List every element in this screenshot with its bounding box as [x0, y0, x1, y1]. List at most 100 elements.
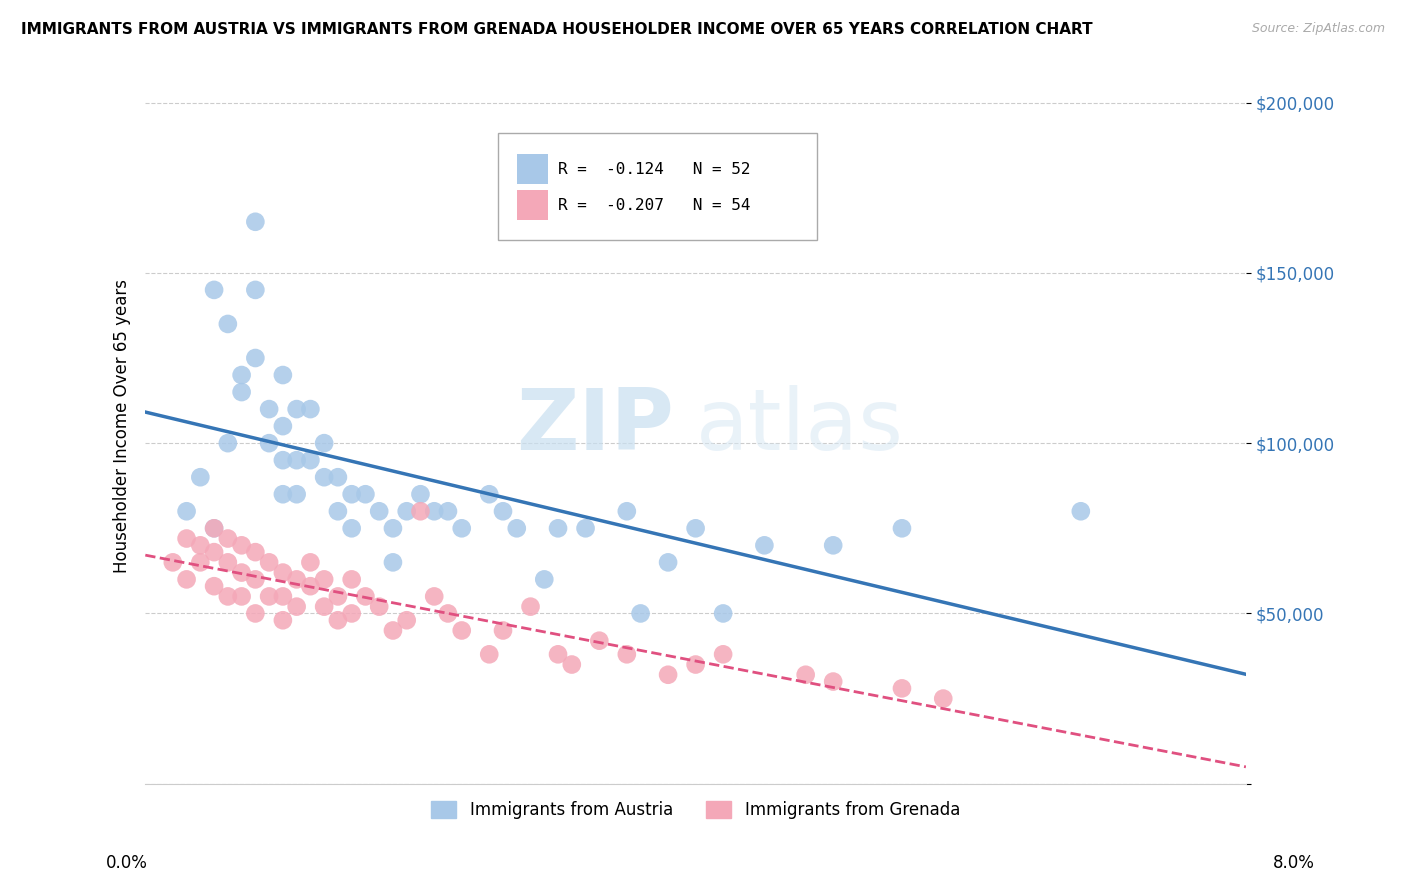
Point	[354, 590, 377, 604]
Point	[271, 453, 294, 467]
Point	[519, 599, 541, 614]
Point	[285, 573, 308, 587]
Point	[257, 555, 280, 569]
Point	[299, 555, 322, 569]
Point	[188, 470, 211, 484]
Point	[285, 402, 308, 417]
Point	[381, 624, 404, 638]
Point	[271, 368, 294, 382]
Point	[231, 538, 253, 552]
Point	[245, 607, 267, 621]
Point	[657, 555, 679, 569]
Point	[314, 599, 336, 614]
Point	[823, 674, 845, 689]
Point	[381, 555, 404, 569]
Text: Source: ZipAtlas.com: Source: ZipAtlas.com	[1251, 22, 1385, 36]
Point	[478, 648, 501, 662]
Point	[202, 579, 225, 593]
Point	[231, 590, 253, 604]
Point	[162, 555, 184, 569]
Point	[257, 436, 280, 450]
Point	[285, 487, 308, 501]
Point	[271, 487, 294, 501]
Point	[245, 545, 267, 559]
Point	[299, 453, 322, 467]
Point	[891, 521, 914, 535]
Point	[368, 504, 391, 518]
Point	[176, 532, 198, 546]
Point	[188, 555, 211, 569]
Point	[299, 579, 322, 593]
Point	[437, 607, 460, 621]
Point	[217, 317, 239, 331]
Point	[478, 487, 501, 501]
Point	[685, 657, 707, 672]
Point	[257, 402, 280, 417]
Point	[202, 521, 225, 535]
Point	[202, 521, 225, 535]
Point	[711, 607, 734, 621]
Text: 0.0%: 0.0%	[105, 855, 148, 872]
Point	[409, 504, 432, 518]
Point	[891, 681, 914, 696]
Point	[340, 521, 363, 535]
Point	[547, 648, 569, 662]
Point	[340, 607, 363, 621]
Point	[326, 470, 349, 484]
Point	[533, 573, 555, 587]
Point	[492, 624, 515, 638]
Point	[285, 453, 308, 467]
Point	[616, 504, 638, 518]
Point	[1070, 504, 1092, 518]
Point	[932, 691, 955, 706]
Point	[616, 648, 638, 662]
Point	[395, 504, 418, 518]
Point	[271, 566, 294, 580]
Point	[794, 667, 817, 681]
Point	[217, 436, 239, 450]
Point	[314, 470, 336, 484]
Point	[271, 590, 294, 604]
Point	[326, 504, 349, 518]
Text: 8.0%: 8.0%	[1272, 855, 1315, 872]
Point	[588, 633, 610, 648]
Text: R =  -0.207   N = 54: R = -0.207 N = 54	[558, 198, 751, 212]
Point	[176, 573, 198, 587]
Point	[368, 599, 391, 614]
Text: R =  -0.124   N = 52: R = -0.124 N = 52	[558, 161, 751, 177]
Point	[217, 532, 239, 546]
Point	[437, 504, 460, 518]
Point	[245, 351, 267, 365]
Point	[231, 385, 253, 400]
Point	[217, 555, 239, 569]
Point	[257, 590, 280, 604]
Point	[450, 624, 472, 638]
Point	[314, 436, 336, 450]
Text: ZIP: ZIP	[516, 384, 673, 467]
Bar	[517, 190, 548, 220]
Point	[450, 521, 472, 535]
Bar	[517, 154, 548, 185]
Point	[561, 657, 583, 672]
Point	[574, 521, 596, 535]
Point	[395, 613, 418, 627]
Point	[547, 521, 569, 535]
Text: IMMIGRANTS FROM AUSTRIA VS IMMIGRANTS FROM GRENADA HOUSEHOLDER INCOME OVER 65 YE: IMMIGRANTS FROM AUSTRIA VS IMMIGRANTS FR…	[21, 22, 1092, 37]
Point	[202, 545, 225, 559]
Point	[492, 504, 515, 518]
Point	[188, 538, 211, 552]
Point	[285, 599, 308, 614]
Y-axis label: Householder Income Over 65 years: Householder Income Over 65 years	[114, 279, 131, 574]
Point	[340, 573, 363, 587]
Point	[231, 566, 253, 580]
Point	[231, 368, 253, 382]
Point	[271, 613, 294, 627]
Point	[314, 573, 336, 587]
Point	[354, 487, 377, 501]
Point	[217, 590, 239, 604]
Point	[176, 504, 198, 518]
Point	[823, 538, 845, 552]
FancyBboxPatch shape	[498, 133, 817, 240]
Point	[326, 590, 349, 604]
Point	[202, 283, 225, 297]
